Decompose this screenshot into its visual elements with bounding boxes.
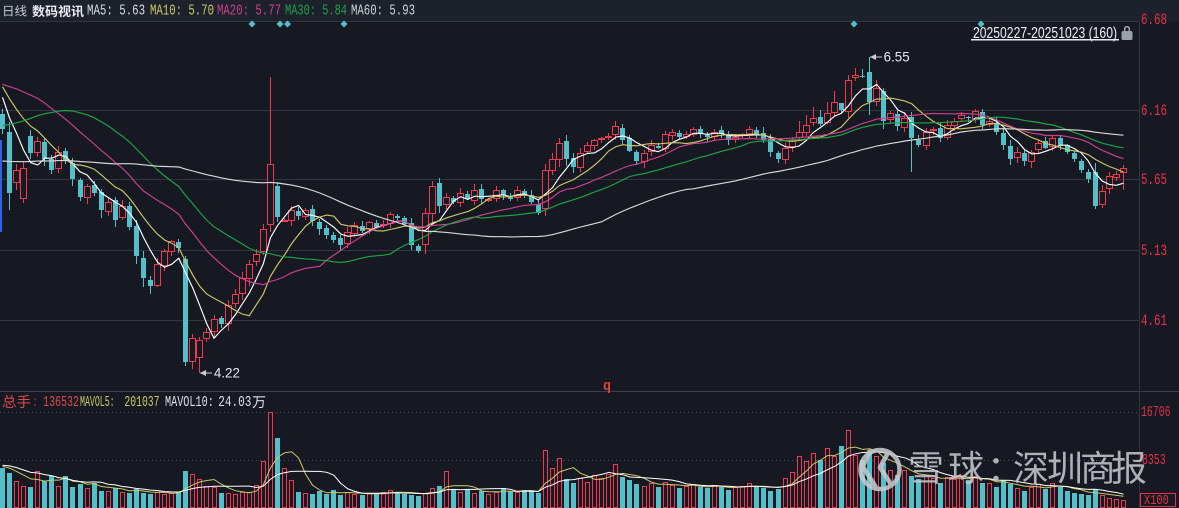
svg-text:MA20: 5.77: MA20: 5.77	[217, 2, 281, 20]
svg-text:MA60: 5.93: MA60: 5.93	[351, 2, 415, 20]
svg-text:136532: 136532	[43, 393, 79, 411]
svg-text:X100: X100	[1144, 493, 1169, 508]
svg-text:MAVOL5:: MAVOL5:	[80, 393, 115, 411]
svg-text:q: q	[603, 378, 611, 395]
svg-text:201037: 201037	[124, 393, 159, 411]
svg-text:MA10: 5.70: MA10: 5.70	[150, 2, 214, 20]
svg-text:4.61: 4.61	[1141, 312, 1167, 330]
svg-text:8353: 8353	[1142, 453, 1166, 469]
svg-text:MAVOL10:: MAVOL10:	[165, 393, 214, 411]
svg-text:16706: 16706	[1141, 405, 1171, 421]
svg-text:24.03: 24.03	[218, 393, 251, 411]
svg-text:5.13: 5.13	[1141, 242, 1167, 260]
svg-text:6.16: 6.16	[1141, 102, 1167, 120]
svg-text:4.22: 4.22	[214, 365, 240, 380]
svg-text:6.68: 6.68	[1141, 11, 1167, 29]
svg-text:MA30: 5.84: MA30: 5.84	[285, 2, 347, 20]
svg-text:MA5: 5.63: MA5: 5.63	[87, 2, 145, 20]
svg-text:5.65: 5.65	[1141, 171, 1167, 189]
svg-text::: :	[33, 393, 37, 411]
svg-text:20250227-20251023 (160): 20250227-20251023 (160)	[973, 25, 1117, 42]
svg-text:6.55: 6.55	[884, 50, 910, 65]
